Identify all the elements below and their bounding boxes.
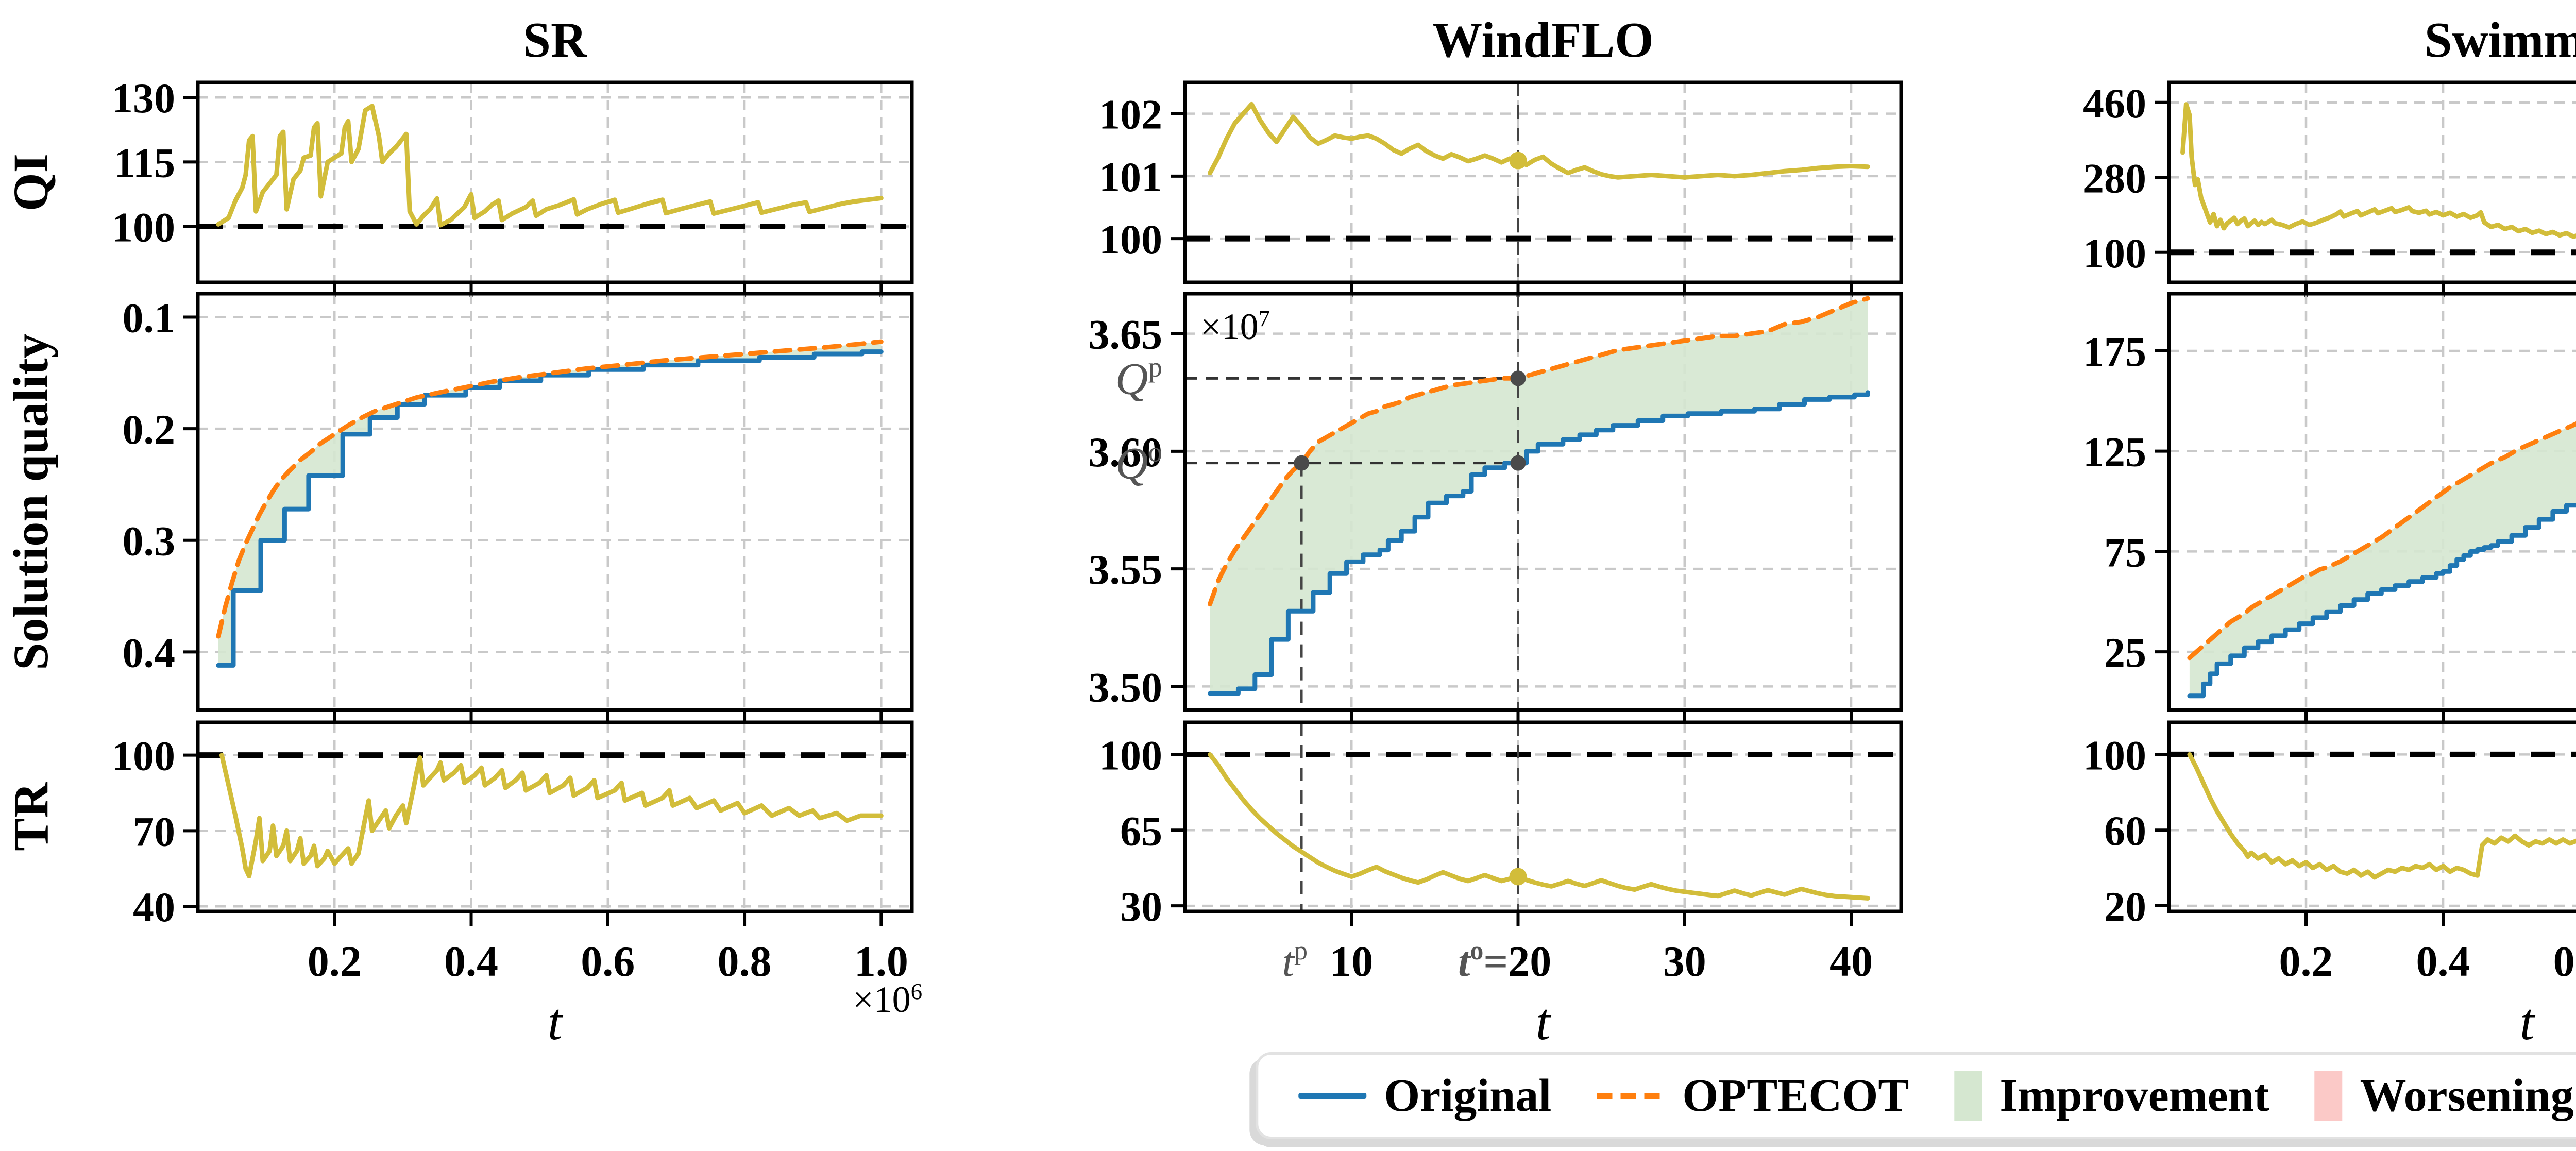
svg-text:20: 20 xyxy=(2104,883,2146,930)
svg-text:0.6: 0.6 xyxy=(2553,938,2576,986)
panel-windflo-tr: 30 65 100 10 to=20 30 40 tp xyxy=(1099,720,1903,986)
svg-text:100: 100 xyxy=(1099,732,1162,778)
improvement-patch-swatch xyxy=(1954,1070,1982,1121)
svg-text:175: 175 xyxy=(2083,328,2146,375)
svg-text:0.4: 0.4 xyxy=(123,629,176,676)
svg-text:0.3: 0.3 xyxy=(123,518,176,565)
panel-swimmer-qi: 100 280 460 xyxy=(2083,80,2576,297)
svg-text:30: 30 xyxy=(1120,883,1162,930)
svg-text:tp: tp xyxy=(1282,936,1308,986)
panel-sr-quality: 0.1 0.2 0.3 0.4 xyxy=(123,292,914,724)
legend-label-original: Original xyxy=(1384,1070,1552,1121)
svg-text:100: 100 xyxy=(1099,216,1162,263)
svg-text:280: 280 xyxy=(2083,155,2146,201)
x-offset-sr: ×106 xyxy=(853,978,922,1020)
row-label-solution-quality: Solution quality xyxy=(3,333,58,670)
svg-text:30: 30 xyxy=(1663,938,1706,986)
svg-text:0.4: 0.4 xyxy=(2416,938,2470,986)
row-label-tr: TR xyxy=(3,782,59,851)
svg-text:100: 100 xyxy=(112,733,175,780)
svg-text:10: 10 xyxy=(1330,938,1373,986)
legend: Original OPTECOT Improvement Worsening xyxy=(1256,1052,2576,1139)
optecot-dashed-line-swatch xyxy=(1597,1092,1665,1099)
worsening-patch-swatch xyxy=(2314,1070,2343,1121)
svg-text:to=20: to=20 xyxy=(1458,936,1551,986)
svg-text:3.50: 3.50 xyxy=(1089,664,1163,710)
svg-text:0.4: 0.4 xyxy=(444,938,498,986)
svg-text:40: 40 xyxy=(133,884,175,930)
svg-text:3.65: 3.65 xyxy=(1089,311,1163,358)
panel-swimmer-quality: 25 75 125 175 xyxy=(2083,292,2576,724)
svg-text:0.8: 0.8 xyxy=(718,938,772,986)
svg-text:102: 102 xyxy=(1099,91,1162,138)
svg-text:115: 115 xyxy=(114,139,175,186)
panel-sr-tr: 40 70 100 0.2 0.4 0.6 0.8 1.0 xyxy=(112,720,914,986)
svg-text:40: 40 xyxy=(1829,938,1873,986)
column-title-swimmer: Swimmer xyxy=(2424,12,2576,67)
legend-item-optecot: OPTECOT xyxy=(1597,1069,1909,1122)
y-offset-windflo-quality: ×107 xyxy=(1200,306,1270,347)
svg-text:1.0: 1.0 xyxy=(854,938,908,986)
column-title-sr: SR xyxy=(523,12,587,67)
x-axis-label-windflo: t xyxy=(1535,993,1551,1051)
svg-text:130: 130 xyxy=(112,75,175,122)
original-line-swatch xyxy=(1298,1092,1367,1099)
svg-text:0.6: 0.6 xyxy=(581,938,635,986)
column-title-windflo: WindFLO xyxy=(1432,12,1654,67)
svg-text:100: 100 xyxy=(2083,230,2146,277)
legend-item-improvement: Improvement xyxy=(1954,1069,2269,1122)
legend-label-optecot: OPTECOT xyxy=(1682,1070,1909,1121)
svg-text:0.2: 0.2 xyxy=(2279,938,2333,986)
svg-text:Qp: Qp xyxy=(1115,351,1162,404)
legend-label-improvement: Improvement xyxy=(1999,1070,2269,1121)
svg-text:0.1: 0.1 xyxy=(123,294,176,341)
panel-sr-qi: 100 115 130 xyxy=(112,75,914,297)
svg-text:60: 60 xyxy=(2104,807,2146,854)
legend-item-original: Original xyxy=(1298,1069,1551,1122)
svg-text:101: 101 xyxy=(1099,154,1162,200)
x-axis-label-swimmer: t xyxy=(2519,993,2535,1051)
svg-text:3.60: 3.60 xyxy=(1089,429,1163,476)
svg-text:65: 65 xyxy=(1120,807,1162,854)
panel-windflo-qi: 100 101 102 xyxy=(1099,80,1903,297)
svg-text:100: 100 xyxy=(2083,732,2146,778)
legend-label-worsening: Worsening xyxy=(2360,1070,2574,1121)
row-label-qi: QI xyxy=(3,153,58,212)
svg-text:70: 70 xyxy=(133,808,175,855)
svg-text:Qo: Qo xyxy=(1115,436,1162,488)
svg-text:3.55: 3.55 xyxy=(1089,546,1163,593)
x-axis-label-sr: t xyxy=(547,993,563,1051)
svg-text:75: 75 xyxy=(2104,529,2146,576)
svg-text:0.2: 0.2 xyxy=(308,938,362,986)
svg-text:0.2: 0.2 xyxy=(123,406,176,453)
svg-text:125: 125 xyxy=(2083,429,2146,476)
legend-item-worsening: Worsening xyxy=(2314,1069,2574,1122)
svg-text:460: 460 xyxy=(2083,80,2146,127)
svg-text:25: 25 xyxy=(2104,629,2146,676)
svg-text:100: 100 xyxy=(112,204,175,251)
